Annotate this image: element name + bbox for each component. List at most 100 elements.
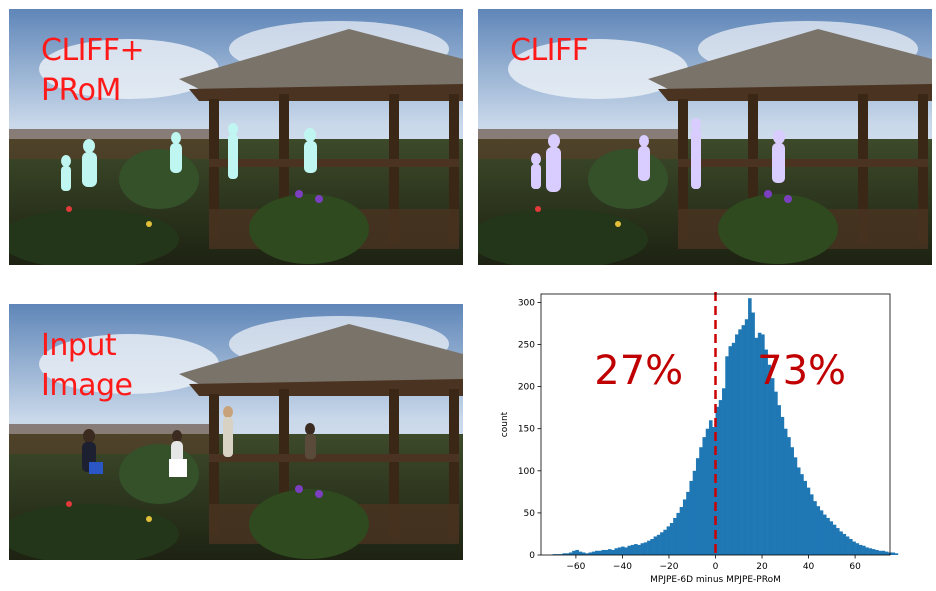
- histogram-bar: [634, 544, 638, 555]
- histogram-bar: [708, 420, 713, 555]
- histogram-bar: [598, 550, 602, 555]
- histogram-bar: [858, 544, 863, 555]
- histogram-bar: [761, 334, 765, 555]
- y-tick-label: 300: [518, 298, 535, 308]
- method-label: CLIFF+ PRoM: [41, 33, 145, 108]
- histogram-bar: [608, 549, 612, 555]
- histogram-bar: [881, 550, 886, 555]
- histogram-bar: [715, 406, 720, 555]
- histogram-bar: [676, 512, 680, 555]
- histogram-bar: [572, 550, 576, 555]
- histogram-bar: [565, 553, 570, 555]
- histogram-bar: [849, 539, 853, 555]
- y-tick-label: 150: [518, 425, 535, 435]
- histogram-bar: [777, 405, 781, 555]
- y-tick-label: 250: [518, 341, 535, 351]
- histogram-bar: [764, 349, 768, 555]
- histogram-bar: [790, 447, 794, 555]
- body-mesh: [531, 118, 785, 192]
- histogram-bar: [650, 539, 654, 555]
- histogram-bar: [575, 549, 579, 555]
- histogram-bar: [611, 549, 615, 555]
- method-label: CLIFF: [510, 33, 589, 68]
- histogram-bar: [637, 544, 641, 555]
- histogram-bar: [845, 536, 850, 555]
- histogram-bar: [614, 548, 619, 555]
- histogram-bar: [555, 554, 560, 555]
- histogram-bar: [562, 553, 566, 555]
- histogram-bar: [803, 480, 808, 555]
- histogram-bar: [666, 526, 671, 555]
- histogram-bar: [594, 550, 599, 555]
- histogram-bar: [591, 551, 596, 555]
- histogram-bar: [728, 346, 733, 555]
- histogram-bar: [581, 552, 586, 555]
- histogram-bar: [871, 549, 876, 555]
- histogram-bar: [865, 547, 869, 555]
- percent-right-annotation: 73%: [757, 348, 846, 394]
- histogram-bar: [640, 543, 645, 555]
- histogram-bar: [621, 546, 625, 555]
- histogram-bar: [722, 388, 726, 555]
- histogram-bar: [712, 427, 716, 555]
- panel-cliff: CLIFF: [478, 9, 932, 265]
- histogram-bar: [624, 547, 628, 555]
- histogram-bar: [748, 298, 752, 555]
- histogram-bar: [689, 480, 693, 555]
- histogram-bar: [695, 458, 700, 555]
- histogram-bar: [891, 552, 895, 555]
- histogram-bar: [836, 528, 840, 555]
- histogram-bar: [793, 457, 798, 555]
- histogram-bar: [643, 542, 648, 555]
- histogram-bar: [816, 506, 821, 555]
- histogram-bar: [783, 428, 788, 555]
- histogram-bar: [656, 534, 661, 555]
- histogram-bar: [806, 487, 811, 555]
- histogram-bar: [754, 337, 759, 555]
- histogram-bar: [669, 523, 674, 555]
- x-axis-label: MPJPE-6D minus MPJPE-PRoM: [650, 575, 781, 585]
- scene-image: [9, 304, 463, 560]
- histogram-bar: [774, 391, 778, 555]
- histogram-bar: [855, 543, 860, 555]
- histogram-bar: [839, 531, 843, 555]
- percent-left-annotation: 27%: [594, 348, 683, 394]
- histogram-bar: [627, 545, 632, 555]
- histogram-bar: [875, 549, 879, 555]
- method-label: Input Image: [41, 328, 133, 403]
- histogram-bar: [588, 552, 593, 555]
- histogram-bar: [826, 517, 830, 555]
- x-tick-label: 20: [756, 562, 768, 572]
- histogram-bar: [653, 536, 658, 555]
- histogram-bar: [738, 329, 742, 555]
- histogram-bar: [559, 554, 563, 555]
- panel-cliff-prom: CLIFF+ PRoM: [9, 9, 463, 265]
- histogram-bar: [868, 548, 873, 555]
- histogram-bar: [842, 533, 847, 555]
- panel-input-image: Input Image: [9, 304, 463, 560]
- histogram-bar: [878, 550, 882, 555]
- histogram-bar: [741, 325, 746, 555]
- histogram-bar: [604, 549, 609, 555]
- y-axis-label: count: [500, 411, 510, 437]
- x-tick-label: 40: [803, 562, 815, 572]
- histogram-bar: [884, 551, 889, 555]
- histogram-bar: [751, 312, 755, 555]
- scene-image: [478, 9, 932, 265]
- histogram-bar: [702, 437, 707, 555]
- histogram-bar: [647, 540, 651, 555]
- histogram-bar: [699, 447, 703, 555]
- histogram-bar: [744, 319, 749, 555]
- histogram-bar: [630, 544, 635, 555]
- histogram-bar: [819, 510, 824, 555]
- histogram-bar: [552, 554, 557, 555]
- histogram-bar: [813, 501, 817, 555]
- histogram-bar: [682, 499, 687, 555]
- x-axis-ticks: −60 −40 −20 0 20 40 60: [566, 555, 861, 572]
- histogram-bar: [852, 541, 856, 555]
- histogram-bars: [552, 298, 899, 555]
- histogram-bar: [679, 507, 684, 555]
- histogram-bar: [731, 342, 736, 555]
- histogram-bar: [822, 514, 827, 555]
